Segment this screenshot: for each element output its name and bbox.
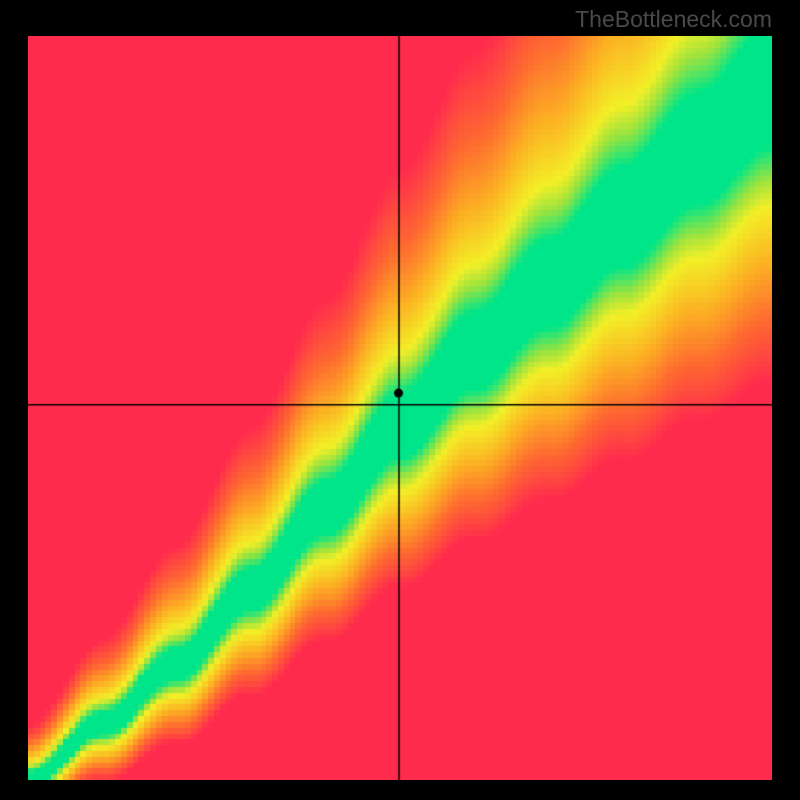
bottleneck-heatmap <box>28 36 772 780</box>
watermark-text: TheBottleneck.com <box>575 6 772 33</box>
chart-container: { "watermark": "TheBottleneck.com", "cha… <box>0 0 800 800</box>
